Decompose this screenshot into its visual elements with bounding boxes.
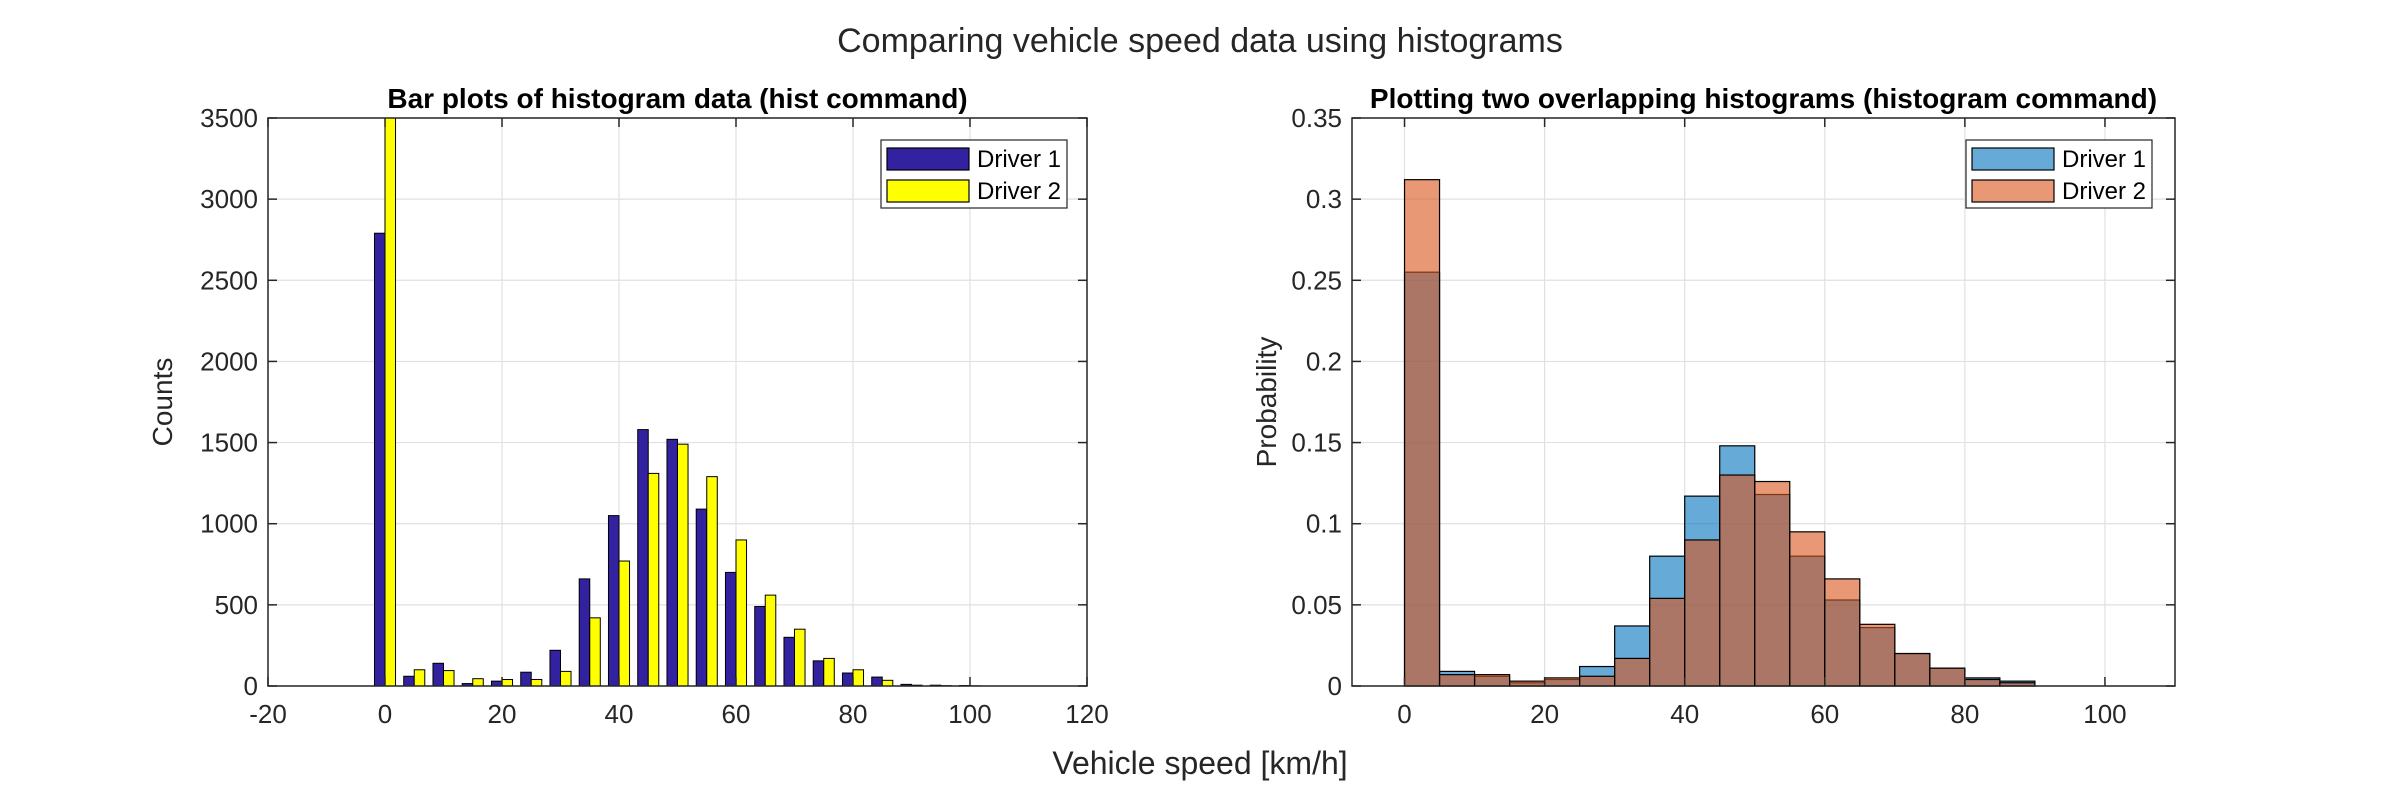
bar [677,443,689,687]
legend-swatch [1971,147,2055,171]
legend-label: Driver 1 [977,146,1061,173]
legend-swatch [1971,179,2055,203]
bar [403,675,415,687]
x-tick-label: 120 [1065,699,1108,729]
y-axis-label: Probability [1251,337,1282,468]
x-tick-label: 0 [378,699,392,729]
y-tick-label: 0 [1328,671,1342,701]
x-tick-label: 60 [722,699,751,729]
bar [637,429,649,687]
bar [578,578,591,687]
legend-swatch [886,179,970,203]
histogram-bar [1789,531,1826,687]
bar [413,669,426,687]
axes-frame [267,117,1088,687]
bar [560,670,572,687]
x-tick-label: 40 [605,699,634,729]
y-tick-label: 0.3 [1306,184,1342,214]
histogram-bar [1754,480,1791,687]
x-tick-label: 0 [1397,699,1411,729]
legend-label: Driver 2 [977,178,1061,205]
bar [823,657,835,687]
x-tick-label: 20 [1530,699,1559,729]
bar [520,671,532,687]
y-tick-label: 0.25 [1291,265,1342,295]
histogram-bar [1403,179,1441,687]
y-tick-label: 0.15 [1291,428,1342,458]
bar [794,628,806,687]
y-tick-label: 3500 [200,103,258,133]
bar [607,515,620,687]
x-tick-label: 80 [1950,699,1979,729]
histogram-bar [1859,623,1896,687]
bar [472,678,484,687]
bar [647,472,660,687]
y-tick-label: 0.1 [1306,509,1342,539]
bar [881,679,894,687]
axes-frame [1351,117,2176,687]
bar [695,508,708,687]
x-tick-label: 100 [2083,699,2126,729]
bar [432,662,445,687]
bar [735,539,748,687]
histogram-bar [1929,667,1966,687]
figure-title: Comparing vehicle speed data using histo… [837,22,1563,60]
axes-title: Bar plots of histogram data (hist comman… [387,83,967,114]
left-axes: -20 0 20 40 60 80 100 1200500100015002000250030… [147,83,1109,729]
bar [841,672,854,687]
bar [764,594,777,687]
histogram-bar [1824,578,1861,687]
y-tick-label: 2000 [200,346,258,376]
bar [443,670,455,687]
bar [549,649,561,687]
y-tick-label: 1000 [200,509,258,539]
legend-label: Driver 1 [2062,146,2146,173]
legend-swatch [886,147,970,171]
bar [373,232,386,687]
x-tick-label: 80 [839,699,868,729]
y-tick-label: 1500 [200,428,258,458]
bar [852,669,865,687]
histogram-bar [1544,677,1581,687]
histogram-bar [1964,678,2001,687]
bar [666,438,678,687]
x-tick-label: 100 [948,699,991,729]
bar [724,571,737,687]
bar [783,636,795,687]
histogram-bar [1614,657,1651,687]
x-tick-label: 40 [1670,699,1699,729]
bar [589,617,601,687]
bar [618,560,631,687]
y-tick-label: 2500 [200,265,258,295]
bar [706,476,718,687]
y-tick-label: 0 [244,671,258,701]
legend-label: Driver 2 [2062,178,2146,205]
histogram-bar [1894,652,1931,687]
histogram-bar [1579,675,1616,687]
x-tick-label: 60 [1810,699,1839,729]
y-tick-label: 500 [215,590,258,620]
histogram-bar [1719,474,1756,687]
bar [501,679,514,687]
bar [871,676,883,687]
histogram-bar [1649,597,1686,687]
y-tick-label: 0.35 [1291,103,1342,133]
y-tick-label: 0.2 [1306,346,1342,376]
bar [530,679,543,687]
figure-xlabel: Vehicle speed [km/h] [1052,745,1347,781]
axes-title: Plotting two overlapping histograms (his… [1370,83,2157,114]
histogram-bar [1684,539,1721,687]
x-tick-label: -20 [249,699,287,729]
y-axis-label: Counts [147,358,178,447]
bar [812,660,825,687]
histogram-bar [1438,674,1476,687]
bar [754,605,766,687]
histogram-bar [1473,674,1511,687]
y-tick-label: 0.05 [1291,590,1342,620]
x-tick-label: 20 [488,699,517,729]
right-axes: 0 20 40 60 80 100 0 0.05 0.1 0.15 0.2 0.25 0.3 0.35 Pl… [1251,83,2176,729]
bar [384,117,397,687]
y-tick-label: 3000 [200,184,258,214]
